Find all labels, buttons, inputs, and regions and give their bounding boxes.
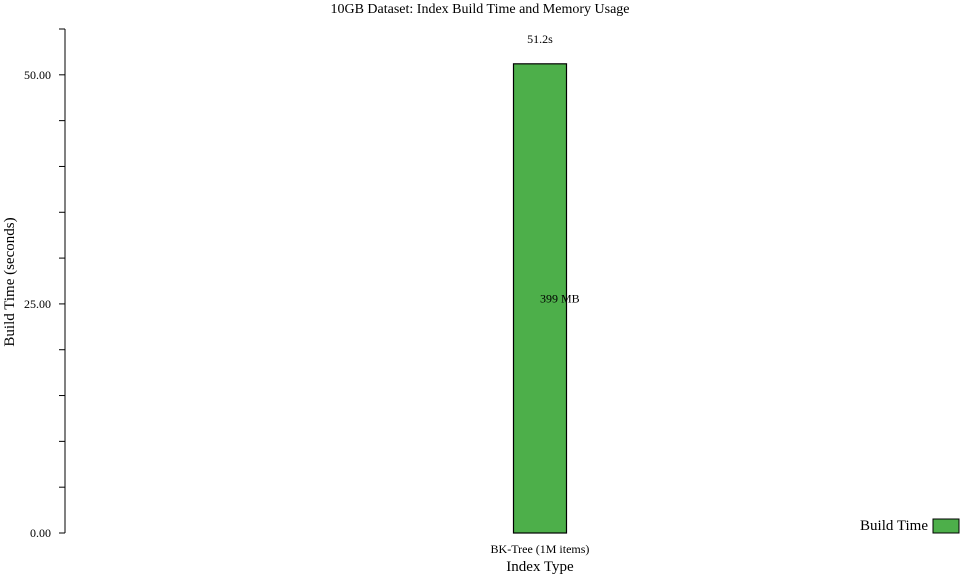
y-ticks: 0.00 25.00 50.00 [24, 28, 65, 540]
bars: 51.2s 399 MB [512, 32, 580, 534]
y-tick-label: 25.00 [24, 297, 51, 311]
legend: Build Time [860, 518, 960, 534]
x-axis-label: Index Type [506, 559, 574, 575]
y-tick-label: 0.00 [30, 526, 51, 540]
y-axis-label: Build Time (seconds) [2, 217, 18, 346]
bar-value-label: 51.2s [527, 32, 553, 46]
x-tick-labels: BK-Tree (1M items) [491, 542, 590, 556]
bar-memory-label: 399 MB [540, 291, 580, 305]
bar [512, 63, 568, 534]
y-tick-label: 50.00 [24, 68, 51, 82]
x-tick-label: BK-Tree (1M items) [491, 542, 590, 556]
legend-swatch-build-time [932, 518, 960, 534]
legend-label-build-time: Build Time [860, 518, 928, 534]
chart-title: 10GB Dataset: Index Build Time and Memor… [330, 2, 629, 17]
